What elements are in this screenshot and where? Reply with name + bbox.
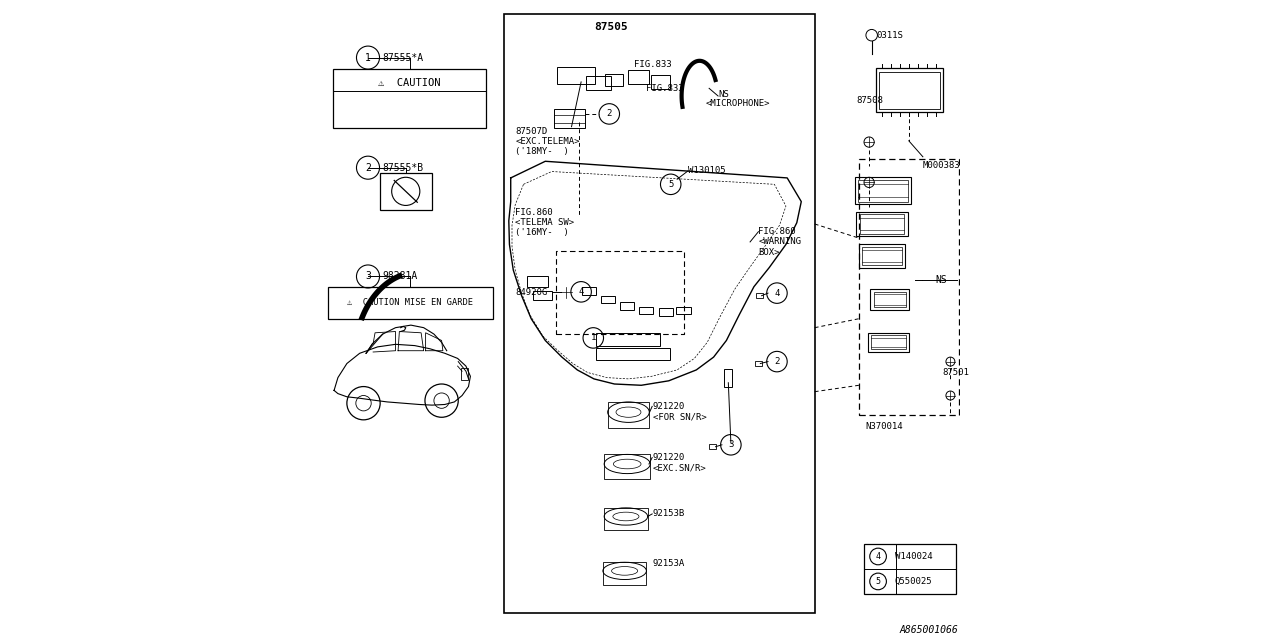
Bar: [868, 333, 909, 352]
Bar: [461, 368, 468, 380]
Polygon shape: [374, 332, 396, 352]
Bar: [724, 369, 732, 387]
Text: 87505: 87505: [594, 22, 628, 33]
Bar: [856, 212, 908, 236]
Text: FIG.860: FIG.860: [516, 208, 553, 217]
Bar: [558, 67, 595, 84]
Text: Q550025: Q550025: [895, 577, 932, 586]
Bar: [755, 361, 762, 366]
Polygon shape: [508, 161, 801, 385]
Bar: [652, 75, 671, 89]
Bar: [596, 348, 671, 360]
Bar: [604, 454, 650, 479]
Text: A865001066: A865001066: [900, 625, 959, 635]
Bar: [581, 287, 596, 295]
Text: BOX>: BOX>: [759, 248, 780, 257]
Text: M000383: M000383: [923, 161, 960, 170]
Bar: [640, 307, 654, 314]
Text: 4: 4: [579, 287, 584, 296]
Bar: [596, 333, 660, 346]
Text: 4: 4: [876, 552, 881, 561]
Bar: [527, 276, 548, 287]
Bar: [870, 335, 906, 349]
Bar: [534, 291, 553, 301]
Text: <EXC.TELEMA>: <EXC.TELEMA>: [516, 137, 580, 146]
Text: ⚠  CAUTION MISE EN GARDE: ⚠ CAUTION MISE EN GARDE: [347, 298, 474, 307]
Text: W140024: W140024: [895, 552, 932, 561]
Text: W130105: W130105: [689, 166, 726, 175]
Bar: [859, 244, 905, 268]
Text: <EXC.SN/R>: <EXC.SN/R>: [653, 463, 707, 472]
Text: FIG.833: FIG.833: [634, 60, 671, 68]
Bar: [864, 544, 955, 594]
Bar: [333, 69, 486, 128]
Text: ⚠  CAUTION: ⚠ CAUTION: [379, 78, 440, 88]
Text: ('18MY-  ): ('18MY- ): [516, 147, 568, 156]
Text: 0311S: 0311S: [877, 31, 904, 40]
Text: 87555*B: 87555*B: [381, 163, 424, 173]
Text: 87555*A: 87555*A: [381, 52, 424, 63]
Bar: [863, 247, 901, 265]
Text: 5: 5: [668, 180, 673, 189]
Text: 1: 1: [365, 52, 371, 63]
Bar: [879, 72, 940, 109]
Text: 1: 1: [590, 333, 596, 342]
Bar: [859, 180, 909, 202]
Polygon shape: [425, 333, 443, 351]
Text: 921220: 921220: [653, 402, 685, 411]
Bar: [605, 74, 623, 86]
Bar: [874, 292, 906, 307]
Text: 3: 3: [728, 440, 733, 449]
Text: 92153A: 92153A: [653, 559, 685, 568]
Text: 87501: 87501: [942, 368, 969, 377]
Bar: [556, 208, 581, 225]
Text: <MICROPHONE>: <MICROPHONE>: [705, 99, 769, 108]
Text: 4: 4: [774, 289, 780, 298]
Bar: [604, 508, 648, 530]
Bar: [379, 173, 433, 210]
Bar: [876, 68, 942, 112]
Bar: [608, 402, 649, 428]
Text: NS: NS: [718, 90, 728, 99]
Text: NS: NS: [936, 275, 947, 285]
Bar: [503, 14, 815, 613]
Text: N370014: N370014: [865, 422, 902, 431]
Bar: [603, 563, 646, 585]
Bar: [620, 302, 635, 310]
Text: FIG.860: FIG.860: [759, 227, 796, 236]
Text: 921220: 921220: [653, 453, 685, 462]
Bar: [602, 296, 616, 303]
Bar: [554, 109, 585, 128]
Bar: [860, 214, 905, 234]
Text: 87508: 87508: [856, 96, 883, 105]
Text: FIG.833: FIG.833: [646, 84, 684, 93]
Text: 2: 2: [607, 109, 612, 118]
Bar: [855, 177, 911, 204]
Text: 5: 5: [876, 577, 881, 586]
Text: 2: 2: [365, 163, 371, 173]
Bar: [870, 289, 909, 310]
Text: <FOR SN/R>: <FOR SN/R>: [653, 412, 707, 421]
Bar: [756, 293, 763, 298]
Text: 3: 3: [365, 271, 371, 282]
Text: <WARNING: <WARNING: [759, 237, 801, 246]
Bar: [709, 444, 716, 449]
Text: 2: 2: [774, 357, 780, 366]
Polygon shape: [398, 332, 424, 351]
Bar: [628, 70, 649, 84]
Polygon shape: [334, 344, 471, 405]
Bar: [677, 307, 691, 314]
Text: ('16MY-  ): ('16MY- ): [516, 228, 568, 237]
Text: <TELEMA SW>: <TELEMA SW>: [516, 218, 575, 227]
Bar: [328, 287, 493, 319]
Text: 98281A: 98281A: [381, 271, 417, 282]
Text: 92153B: 92153B: [653, 509, 685, 518]
Text: 84920G: 84920G: [516, 288, 548, 297]
Bar: [586, 76, 611, 90]
Text: 87507D: 87507D: [516, 127, 548, 136]
Bar: [658, 308, 673, 316]
